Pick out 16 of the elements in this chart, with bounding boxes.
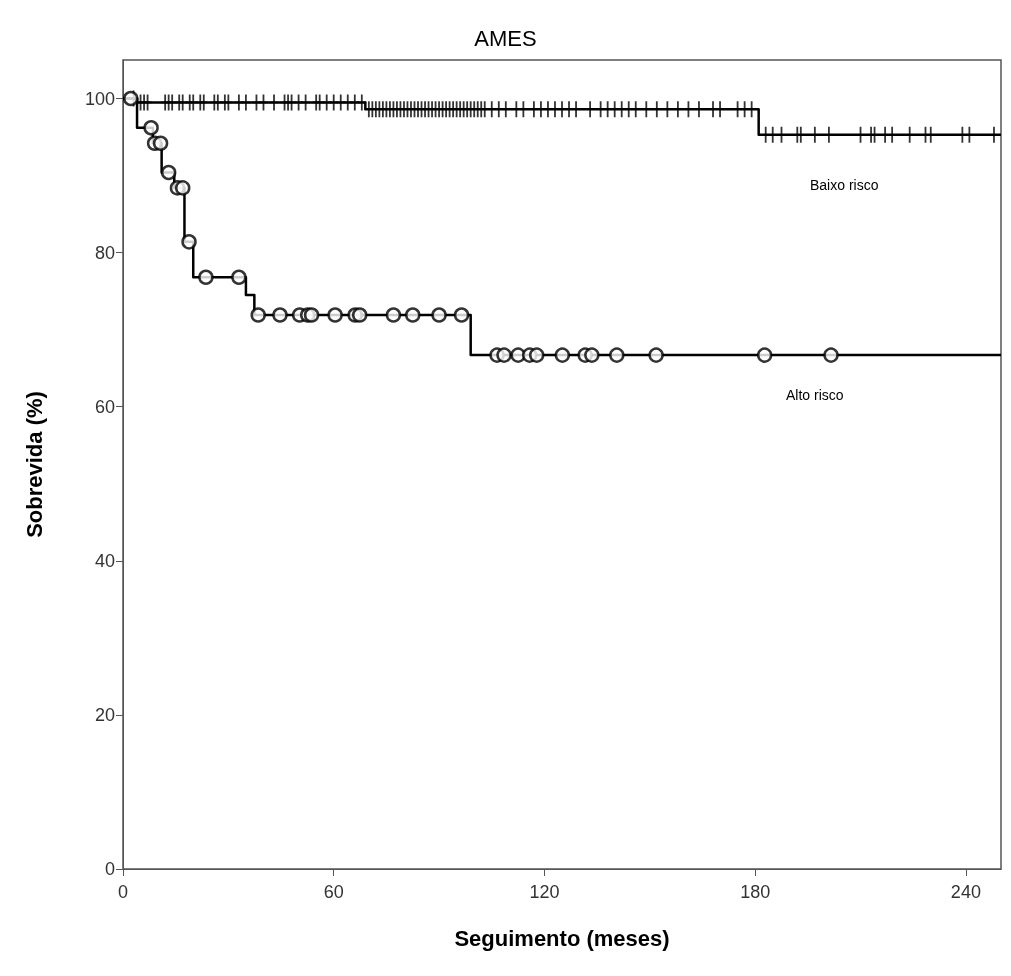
annotation: Baixo risco <box>810 177 879 193</box>
x-tick-label: 240 <box>950 882 981 902</box>
y-tick-label: 60 <box>94 396 115 417</box>
x-tick-label: 180 <box>740 882 771 902</box>
y-tick-label: 80 <box>94 242 115 263</box>
y-tick-label: 0 <box>104 859 115 879</box>
x-axis-title: Seguimento (meses) <box>454 925 670 951</box>
y-tick-label: 40 <box>94 550 115 571</box>
x-tick-label: 120 <box>529 882 560 902</box>
annotation: Alto risco <box>786 387 844 403</box>
chart-title: AMES <box>474 25 537 51</box>
x-tick-label: 0 <box>117 882 129 902</box>
x-tick-label: 60 <box>323 882 344 902</box>
y-tick-label: 20 <box>94 704 115 725</box>
y-axis-title: Sobrevida (%) <box>21 391 47 538</box>
y-tick-label: 100 <box>84 88 115 109</box>
